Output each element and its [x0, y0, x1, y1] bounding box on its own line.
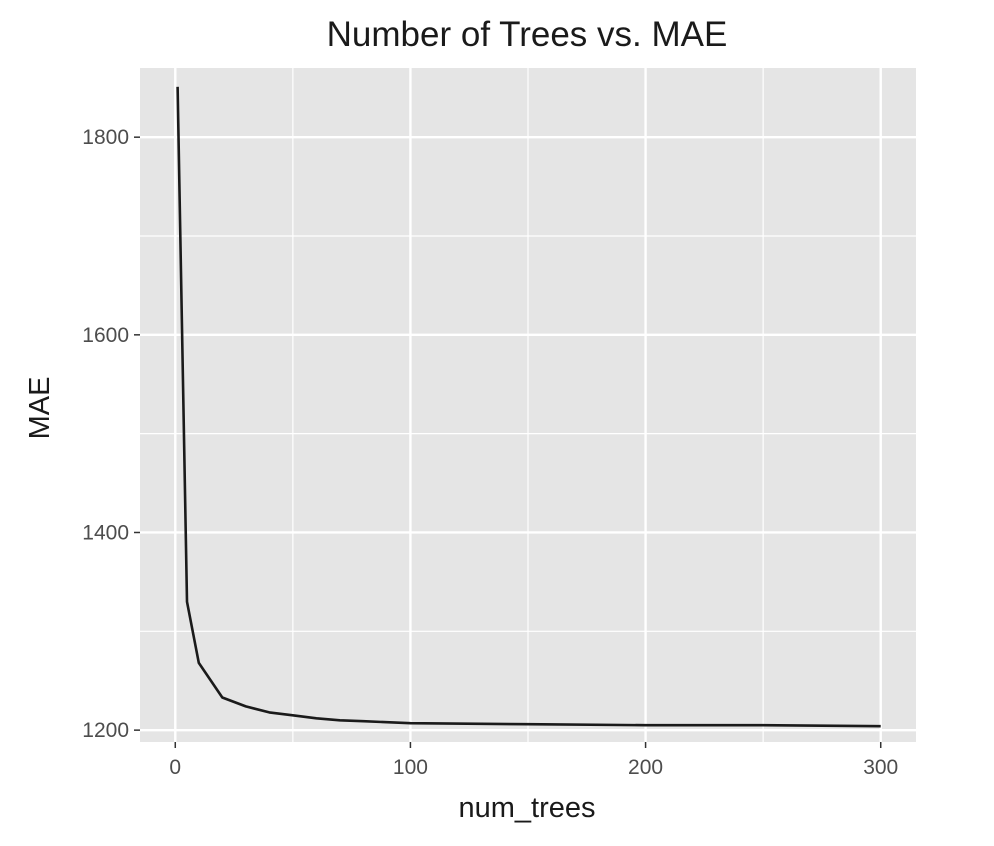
- x-tick-label: 100: [393, 756, 428, 779]
- x-axis: 0 100 200 300: [169, 742, 898, 779]
- series-layer: [176, 86, 881, 728]
- minor-gridlines: [140, 68, 916, 742]
- y-axis: 1200 1400 1600 1800: [82, 126, 140, 742]
- chart-title: Number of Trees vs. MAE: [327, 15, 728, 54]
- y-axis-title: MAE: [24, 377, 56, 440]
- major-gridlines: [140, 68, 916, 742]
- x-axis-title: num_trees: [458, 792, 595, 824]
- x-tick-label: 300: [863, 756, 898, 779]
- y-tick-label: 1600: [82, 324, 129, 347]
- x-tick-label: 0: [169, 756, 181, 779]
- y-tick-label: 1400: [82, 521, 129, 544]
- y-tick-label: 1800: [82, 126, 129, 149]
- series-line-0: [176, 86, 881, 728]
- y-tick-label: 1200: [82, 719, 129, 742]
- x-tick-label: 200: [628, 756, 663, 779]
